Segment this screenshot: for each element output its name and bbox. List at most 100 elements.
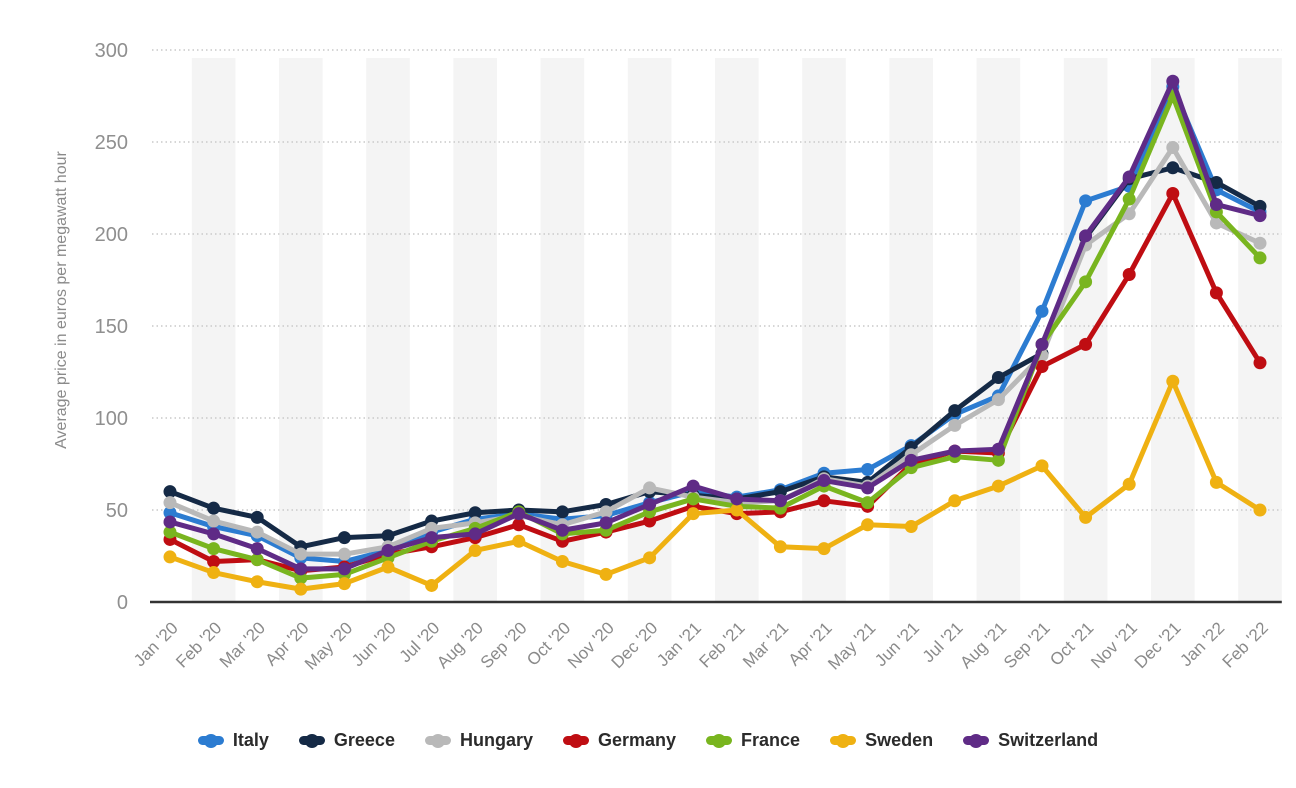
legend-item-greece[interactable]: Greece <box>298 730 395 751</box>
data-point-switzerland-12[interactable] <box>686 479 700 493</box>
data-point-sweden-17[interactable] <box>904 520 918 534</box>
data-point-switzerland-4[interactable] <box>337 562 351 576</box>
data-point-switzerland-5[interactable] <box>381 543 395 557</box>
legend-item-sweden[interactable]: Sweden <box>830 730 933 751</box>
legend-item-italy[interactable]: Italy <box>197 730 269 751</box>
data-point-greece-1[interactable] <box>207 501 221 515</box>
data-point-switzerland-3[interactable] <box>294 562 308 576</box>
data-point-greece-4[interactable] <box>337 531 351 545</box>
data-point-hungary-25[interactable] <box>1253 236 1267 250</box>
data-point-germany-1[interactable] <box>207 555 221 569</box>
data-point-sweden-18[interactable] <box>948 494 962 508</box>
legend-item-france[interactable]: France <box>706 730 800 751</box>
data-point-germany-24[interactable] <box>1209 286 1223 300</box>
data-point-greece-2[interactable] <box>250 510 264 524</box>
data-point-sweden-4[interactable] <box>337 577 351 591</box>
legend-item-switzerland[interactable]: Switzerland <box>963 730 1098 751</box>
data-point-france-19[interactable] <box>991 453 1005 467</box>
data-point-switzerland-22[interactable] <box>1122 170 1136 184</box>
data-point-sweden-16[interactable] <box>861 518 875 532</box>
data-point-france-3[interactable] <box>294 571 308 585</box>
data-point-sweden-0[interactable] <box>163 550 177 564</box>
data-point-greece-5[interactable] <box>381 529 395 543</box>
data-point-italy-16[interactable] <box>861 463 875 477</box>
data-point-germany-15[interactable] <box>817 494 831 508</box>
data-point-sweden-19[interactable] <box>991 479 1005 493</box>
data-point-hungary-19[interactable] <box>991 393 1005 407</box>
data-point-france-12[interactable] <box>686 492 700 506</box>
data-point-hungary-1[interactable] <box>207 514 221 528</box>
data-point-switzerland-10[interactable] <box>599 516 613 530</box>
data-point-germany-20[interactable] <box>1035 359 1049 373</box>
data-point-sweden-9[interactable] <box>555 555 569 569</box>
data-point-sweden-1[interactable] <box>207 566 221 580</box>
data-point-greece-7[interactable] <box>468 506 482 520</box>
data-point-switzerland-16[interactable] <box>861 481 875 495</box>
data-point-sweden-2[interactable] <box>250 575 264 589</box>
data-point-france-22[interactable] <box>1122 192 1136 206</box>
data-point-sweden-7[interactable] <box>468 543 482 557</box>
data-point-switzerland-25[interactable] <box>1253 209 1267 223</box>
data-point-france-21[interactable] <box>1079 275 1093 289</box>
data-point-switzerland-18[interactable] <box>948 444 962 458</box>
data-point-switzerland-6[interactable] <box>425 531 439 545</box>
data-point-switzerland-0[interactable] <box>163 515 177 529</box>
data-point-switzerland-17[interactable] <box>904 453 918 467</box>
data-point-sweden-3[interactable] <box>294 582 308 596</box>
data-point-sweden-20[interactable] <box>1035 459 1049 473</box>
data-point-switzerland-23[interactable] <box>1166 74 1180 88</box>
data-point-france-2[interactable] <box>250 553 264 567</box>
data-point-switzerland-13[interactable] <box>730 492 744 506</box>
data-point-hungary-3[interactable] <box>294 547 308 561</box>
data-point-hungary-23[interactable] <box>1166 141 1180 155</box>
data-point-greece-18[interactable] <box>948 404 962 418</box>
data-point-sweden-22[interactable] <box>1122 477 1136 491</box>
data-point-hungary-18[interactable] <box>948 418 962 432</box>
data-point-switzerland-15[interactable] <box>817 474 831 488</box>
data-point-greece-0[interactable] <box>163 485 177 499</box>
data-point-germany-23[interactable] <box>1166 187 1180 201</box>
data-point-sweden-11[interactable] <box>643 551 657 565</box>
data-point-france-16[interactable] <box>861 496 875 510</box>
data-point-switzerland-1[interactable] <box>207 527 221 541</box>
data-point-sweden-15[interactable] <box>817 542 831 556</box>
data-point-switzerland-8[interactable] <box>512 507 526 521</box>
data-point-sweden-10[interactable] <box>599 567 613 581</box>
data-point-switzerland-24[interactable] <box>1209 198 1223 212</box>
data-point-greece-9[interactable] <box>555 505 569 519</box>
data-point-switzerland-14[interactable] <box>773 494 787 508</box>
data-point-switzerland-20[interactable] <box>1035 337 1049 351</box>
data-point-germany-11[interactable] <box>643 514 657 528</box>
data-point-hungary-24[interactable] <box>1209 216 1223 230</box>
data-point-switzerland-2[interactable] <box>250 542 264 556</box>
data-point-sweden-25[interactable] <box>1253 503 1267 517</box>
data-point-switzerland-9[interactable] <box>555 523 569 537</box>
data-point-sweden-13[interactable] <box>730 503 744 517</box>
data-point-hungary-6[interactable] <box>425 521 439 535</box>
data-point-france-25[interactable] <box>1253 251 1267 265</box>
data-point-sweden-23[interactable] <box>1166 374 1180 388</box>
data-point-greece-23[interactable] <box>1166 161 1180 175</box>
data-point-hungary-10[interactable] <box>599 505 613 519</box>
data-point-italy-20[interactable] <box>1035 304 1049 318</box>
data-point-switzerland-7[interactable] <box>468 527 482 541</box>
data-point-greece-24[interactable] <box>1209 175 1223 189</box>
legend-item-germany[interactable]: Germany <box>562 730 676 751</box>
data-point-italy-21[interactable] <box>1079 194 1093 208</box>
data-point-france-1[interactable] <box>207 542 221 556</box>
data-point-hungary-2[interactable] <box>250 525 264 539</box>
data-point-hungary-0[interactable] <box>163 496 177 510</box>
data-point-germany-21[interactable] <box>1079 337 1093 351</box>
data-point-sweden-6[interactable] <box>425 578 439 592</box>
data-point-sweden-5[interactable] <box>381 560 395 574</box>
data-point-sweden-8[interactable] <box>512 534 526 548</box>
data-point-italy-0[interactable] <box>163 506 177 520</box>
data-point-greece-19[interactable] <box>991 371 1005 385</box>
data-point-switzerland-19[interactable] <box>991 442 1005 456</box>
data-point-germany-25[interactable] <box>1253 356 1267 370</box>
data-point-sweden-21[interactable] <box>1079 510 1093 524</box>
data-point-france-0[interactable] <box>163 525 177 539</box>
data-point-germany-8[interactable] <box>512 518 526 532</box>
legend-item-hungary[interactable]: Hungary <box>424 730 533 751</box>
data-point-sweden-12[interactable] <box>686 507 700 521</box>
